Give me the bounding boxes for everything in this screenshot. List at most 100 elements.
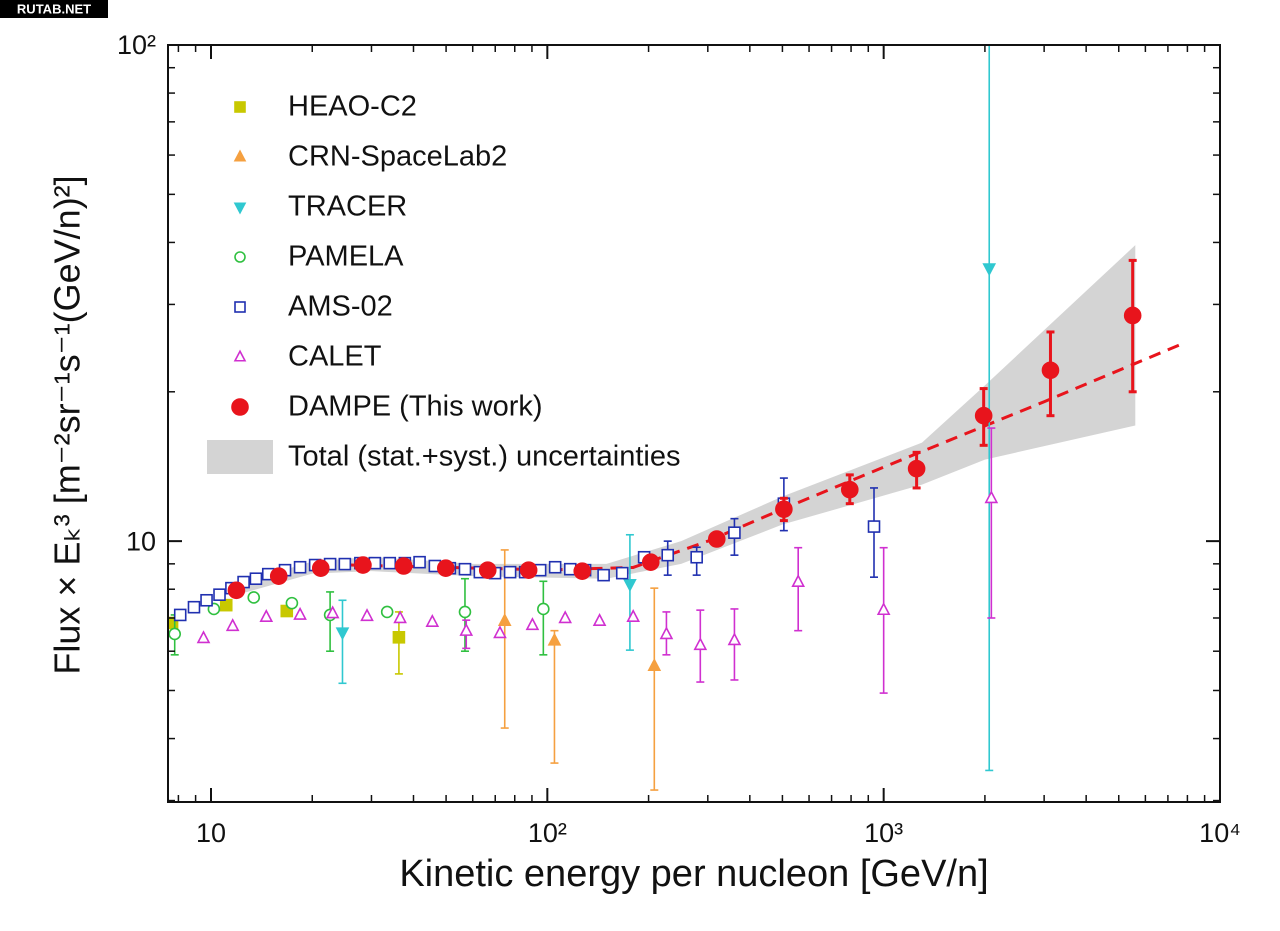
y-tick-label: 10 (126, 526, 156, 556)
x-tick-label: 10² (528, 818, 567, 848)
marker (791, 574, 806, 587)
marker (380, 605, 394, 619)
marker (592, 613, 607, 627)
marker (200, 593, 213, 607)
marker (641, 553, 660, 571)
marker (392, 631, 406, 644)
marker (623, 578, 637, 592)
marker (693, 637, 708, 651)
plot-frame (167, 44, 1221, 803)
marker (213, 588, 226, 601)
marker (325, 605, 340, 619)
marker (293, 606, 307, 620)
marker (413, 555, 426, 569)
legend-marker (234, 301, 246, 313)
marker (503, 565, 517, 579)
marker (907, 459, 926, 478)
legend-label: HEAO-C2 (288, 91, 417, 123)
marker (626, 609, 641, 622)
marker (573, 562, 592, 580)
legend-marker (233, 149, 247, 162)
marker (393, 610, 407, 624)
marker (867, 520, 881, 533)
marker (247, 591, 261, 604)
marker (525, 617, 540, 631)
marker (727, 632, 742, 646)
marker (707, 530, 726, 548)
legend-label: CRN-SpaceLab2 (288, 141, 507, 173)
y-tick-label: 10² (117, 30, 156, 60)
y-axis-label: Flux × Eₖ³ [m⁻²sr⁻¹s⁻¹(GeV/n)²] (47, 175, 88, 674)
marker (196, 630, 211, 644)
marker (436, 559, 455, 577)
marker (1123, 306, 1142, 325)
x-axis-label: Kinetic energy per nucleon [GeV/n] (399, 853, 988, 895)
marker (497, 613, 512, 627)
marker (876, 602, 891, 616)
legend-label: AMS-02 (288, 291, 393, 323)
marker (647, 658, 662, 671)
marker (249, 572, 263, 586)
x-tick-label: 10 (196, 818, 226, 848)
marker (338, 557, 352, 571)
marker (493, 625, 507, 639)
marker (259, 609, 274, 622)
marker (547, 632, 562, 646)
marker (548, 560, 562, 574)
legend-label: Total (stat.+syst.) uncertainties (288, 441, 680, 473)
marker (458, 605, 472, 619)
marker (335, 627, 350, 641)
marker (360, 608, 374, 622)
marker (168, 627, 182, 641)
marker (173, 608, 187, 622)
marker (425, 613, 440, 627)
legend-label: PAMELA (288, 241, 404, 273)
marker (354, 556, 372, 574)
marker (293, 560, 307, 574)
uncertainty-band (237, 245, 1136, 595)
marker (615, 566, 629, 580)
marker (984, 490, 999, 504)
legend-label: DAMPE (This work) (288, 391, 543, 423)
marker (974, 406, 993, 425)
marker (478, 561, 497, 579)
plot-area (168, 45, 1186, 791)
marker (187, 600, 201, 614)
marker (690, 550, 703, 564)
watermark-box (0, 0, 108, 18)
legend-marker (231, 398, 249, 416)
marker (982, 263, 997, 277)
marker (383, 556, 397, 570)
marker (775, 500, 793, 518)
marker (458, 562, 472, 576)
marker (219, 598, 233, 612)
marker (285, 596, 299, 610)
marker (459, 622, 474, 636)
fit-line (350, 341, 1186, 572)
marker (227, 581, 246, 600)
x-tick-label: 10⁴ (1199, 818, 1241, 848)
legend-marker (234, 251, 246, 263)
marker (394, 557, 413, 575)
marker (269, 567, 288, 585)
legend-marker (233, 349, 247, 362)
marker (659, 626, 674, 640)
marker (661, 548, 675, 562)
legend-swatch (207, 440, 273, 474)
marker (840, 480, 859, 499)
watermark: RUTAB.NET (17, 1, 91, 16)
marker (225, 618, 240, 632)
x-tick-label: 10³ (864, 818, 903, 848)
legend-label: TRACER (288, 191, 407, 223)
marker (311, 559, 330, 577)
marker (1041, 361, 1060, 380)
marker (597, 568, 610, 582)
marker (519, 561, 538, 579)
legend-label: CALET (288, 341, 382, 373)
marker (558, 610, 573, 624)
legend: HEAO-C2 CRN-SpaceLab2 TRACER PAMELA AMS-02 CA… (207, 91, 680, 474)
marker (537, 602, 550, 616)
legend-marker (234, 101, 246, 113)
